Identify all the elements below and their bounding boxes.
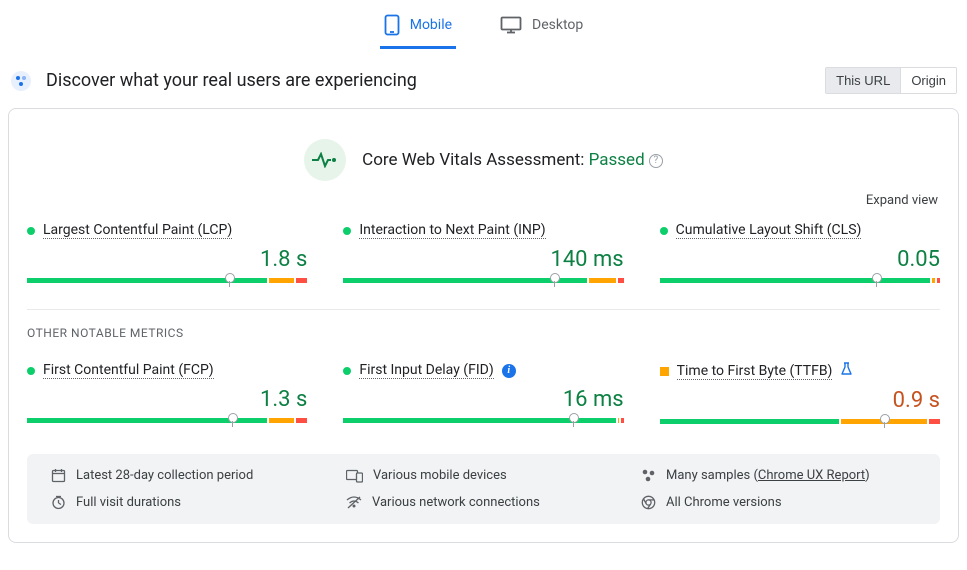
metric-fid: First Input Delay (FID) i 16 ms [343,362,623,442]
assessment-text: Core Web Vitals Assessment: Passed ? [362,150,663,170]
fid-marker [573,413,574,427]
footer-period-text: Latest 28-day collection period [76,468,253,483]
info-icon[interactable]: i [502,364,516,378]
inp-bar-poor [618,278,624,283]
ttfb-bar-good [660,419,840,424]
metric-lcp: Largest Contentful Paint (LCP) 1.8 s [27,222,307,301]
cls-status-dot [660,227,668,235]
lcp-name[interactable]: Largest Contentful Paint (LCP) [43,222,232,239]
fid-value: 16 ms [343,379,623,418]
footer-info: Latest 28-day collection period Various … [27,454,940,524]
other-metrics-row: First Contentful Paint (FCP) 1.3 s First… [27,362,940,442]
inp-bar [343,278,623,283]
cls-bar-poor [937,278,940,283]
footer-samples-text: Many samples (Chrome UX Report) [666,468,870,483]
inp-marker [554,273,555,287]
lcp-marker [229,273,230,287]
lcp-bar [27,278,307,283]
clock-icon [51,495,66,510]
metric-fcp: First Contentful Paint (FCP) 1.3 s [27,362,307,442]
expand-row: Expand view [27,191,940,222]
footer-versions: All Chrome versions [641,495,916,510]
fid-bar-poor [621,418,624,423]
inp-status-dot [343,227,351,235]
inp-bar-ni [589,278,617,283]
discover-header: Discover what your real users are experi… [0,49,967,108]
devices-icon [346,469,363,483]
samples-icon [641,468,656,483]
assessment-row: Core Web Vitals Assessment: Passed ? [27,131,940,191]
ttfb-value: 0.9 s [660,380,940,419]
fcp-marker [232,413,233,427]
divider [27,309,940,310]
fid-bar-ni [618,418,619,423]
cls-bar [660,278,940,283]
fid-name[interactable]: First Input Delay (FID) [359,362,493,379]
cls-bar-ni [932,278,935,283]
other-metrics-label: OTHER NOTABLE METRICS [27,326,940,362]
footer-durations: Full visit durations [51,495,326,510]
calendar-icon [51,468,66,483]
footer-devices-text: Various mobile devices [373,468,507,483]
vitals-card: Core Web Vitals Assessment: Passed ? Exp… [8,108,959,543]
mobile-icon [384,14,400,36]
footer-network: Various network connections [346,495,621,510]
fcp-bar [27,418,307,423]
page-title: Discover what your real users are experi… [46,70,417,91]
toggle-origin[interactable]: Origin [900,68,956,93]
tab-mobile[interactable]: Mobile [380,8,456,49]
lcp-bar-poor [296,278,307,283]
fcp-bar-poor [296,418,307,423]
desktop-icon [500,16,522,34]
fcp-value: 1.3 s [27,379,307,418]
footer-versions-text: All Chrome versions [666,495,782,510]
header-left: Discover what your real users are experi… [10,70,417,92]
help-icon[interactable]: ? [649,154,663,168]
ttfb-bar [660,419,940,424]
lcp-value: 1.8 s [27,239,307,278]
metric-inp: Interaction to Next Paint (INP) 140 ms [343,222,623,301]
device-tabs: Mobile Desktop [0,0,967,49]
chrome-icon [641,495,656,510]
crux-report-link[interactable]: Chrome UX Report [758,468,865,483]
core-metrics-row: Largest Contentful Paint (LCP) 1.8 s Int… [27,222,940,301]
inp-name[interactable]: Interaction to Next Paint (INP) [359,222,545,239]
cls-marker [876,273,877,287]
tab-desktop[interactable]: Desktop [496,8,587,49]
crux-icon [10,70,32,92]
flask-icon[interactable] [840,362,853,380]
ttfb-bar-poor [929,419,940,424]
tab-mobile-label: Mobile [410,17,452,33]
cls-value: 0.05 [660,239,940,278]
metric-cls: Cumulative Layout Shift (CLS) 0.05 [660,222,940,301]
fcp-bar-ni [269,418,294,423]
scope-toggle: This URL Origin [825,67,957,94]
lcp-status-dot [27,227,35,235]
footer-period: Latest 28-day collection period [51,468,326,483]
ttfb-marker [884,414,885,428]
lcp-bar-ni [269,278,294,283]
assessment-label: Core Web Vitals Assessment: [362,150,584,170]
cls-name[interactable]: Cumulative Layout Shift (CLS) [676,222,862,239]
fcp-name[interactable]: First Contentful Paint (FCP) [43,362,214,379]
footer-network-text: Various network connections [372,495,540,510]
fcp-status-dot [27,367,35,375]
cls-bar-good [660,278,931,283]
toggle-this-url[interactable]: This URL [826,68,900,93]
assessment-status: Passed [589,150,645,170]
fid-bar [343,418,623,423]
expand-view-link[interactable]: Expand view [866,193,938,208]
pulse-icon [304,139,346,181]
ttfb-name[interactable]: Time to First Byte (TTFB) [677,363,833,380]
ttfb-status-square [660,367,669,376]
inp-value: 140 ms [343,239,623,278]
footer-durations-text: Full visit durations [76,495,181,510]
fid-status-dot [343,367,351,375]
tab-desktop-label: Desktop [532,17,583,33]
metric-ttfb: Time to First Byte (TTFB) 0.9 s [660,362,940,442]
footer-samples: Many samples (Chrome UX Report) [641,468,916,483]
footer-devices: Various mobile devices [346,468,621,483]
wifi-icon [346,496,362,509]
